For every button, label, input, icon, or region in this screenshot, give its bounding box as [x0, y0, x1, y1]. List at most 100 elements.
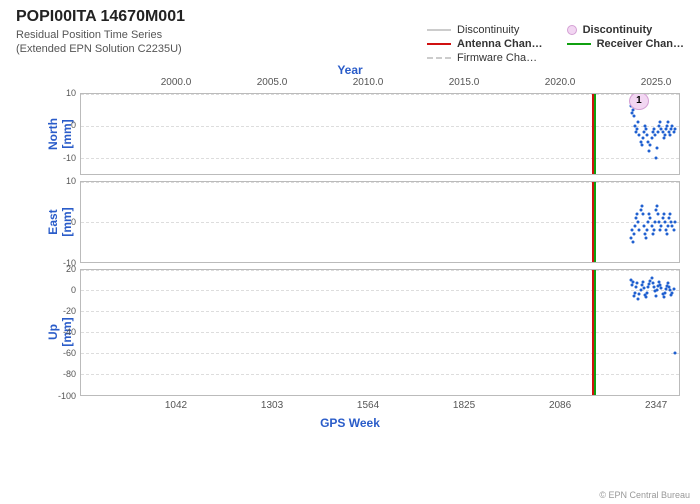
data-point	[650, 276, 653, 279]
data-point	[650, 224, 653, 227]
legend-marker-line	[567, 43, 591, 45]
legend-item: Firmware Cha…	[427, 52, 543, 64]
y-axis-label: North [mm]	[46, 84, 74, 184]
data-point	[672, 228, 675, 231]
data-point	[668, 216, 671, 219]
top-tick-label: 2005.0	[257, 77, 288, 88]
chart-panel: 1	[80, 93, 680, 175]
data-point	[634, 291, 637, 294]
data-point	[645, 127, 648, 130]
data-point	[637, 220, 640, 223]
data-point	[636, 127, 639, 130]
data-point	[653, 220, 656, 223]
panel-wrap: North [mm]-100101	[80, 93, 680, 175]
data-point	[641, 281, 644, 284]
data-point	[671, 291, 674, 294]
legend-marker-dot	[567, 25, 577, 35]
data-point	[658, 220, 661, 223]
data-point	[630, 228, 633, 231]
top-tick-label: 2020.0	[545, 77, 576, 88]
data-point	[638, 292, 641, 295]
y-tick-label: -80	[52, 369, 76, 379]
legend-marker-line	[427, 57, 451, 59]
y-tick-label: -20	[52, 306, 76, 316]
data-point	[660, 287, 663, 290]
footer-copyright: © EPN Central Bureau	[599, 490, 690, 500]
data-point	[656, 204, 659, 207]
top-tick-label: 2010.0	[353, 77, 384, 88]
y-tick-label: 20	[52, 264, 76, 274]
data-point	[659, 121, 662, 124]
data-point	[664, 228, 667, 231]
data-point	[664, 288, 667, 291]
data-point	[654, 156, 657, 159]
data-point	[662, 212, 665, 215]
bottom-tick-label: 1564	[357, 400, 379, 411]
y-tick-label: 0	[52, 120, 76, 130]
data-point	[645, 295, 648, 298]
y-tick-label: 0	[52, 217, 76, 227]
data-point	[659, 228, 662, 231]
y-tick-label: 10	[52, 88, 76, 98]
data-point	[648, 212, 651, 215]
top-tick-label: 2025.0	[641, 77, 672, 88]
chart-panel	[80, 269, 680, 396]
data-point	[665, 232, 668, 235]
data-point	[653, 134, 656, 137]
data-point	[656, 146, 659, 149]
data-point	[673, 351, 676, 354]
legend-label: Antenna Chan…	[457, 38, 543, 50]
data-point	[652, 228, 655, 231]
data-point	[662, 137, 665, 140]
data-point	[636, 212, 639, 215]
data-point	[672, 130, 675, 133]
legend-label: Firmware Cha…	[457, 52, 537, 64]
data-point	[651, 282, 654, 285]
data-point	[632, 294, 635, 297]
data-point	[635, 286, 638, 289]
panel-wrap: Up [mm]-100-80-60-40-20020	[80, 269, 680, 396]
legend-marker-line	[427, 29, 451, 31]
data-point	[642, 224, 645, 227]
discontinuity-badge: 1	[629, 93, 649, 110]
data-point	[647, 286, 650, 289]
data-point	[646, 134, 649, 137]
subtitle-line-1: Residual Position Time Series	[16, 29, 162, 41]
top-tick-label: 2015.0	[449, 77, 480, 88]
y-tick-label: -100	[52, 391, 76, 401]
data-point	[637, 297, 640, 300]
data-point	[641, 137, 644, 140]
panel-wrap: East [mm]-10010	[80, 181, 680, 263]
top-tick-label: 2000.0	[161, 77, 192, 88]
data-point	[649, 143, 652, 146]
data-point	[662, 295, 665, 298]
data-point	[639, 208, 642, 211]
data-point	[649, 216, 652, 219]
data-point	[634, 224, 637, 227]
y-tick-label: 0	[52, 285, 76, 295]
data-point	[652, 127, 655, 130]
data-point	[665, 124, 668, 127]
legend-item: Antenna Chan…	[427, 38, 543, 50]
x-axis-top-ticks: 2000.0 2005.0 2010.0 2015.0 2020.0 2025.0	[80, 77, 680, 91]
data-point	[648, 150, 651, 153]
legend-item: Discontinuity	[427, 24, 543, 36]
data-point	[667, 282, 670, 285]
data-point	[654, 294, 657, 297]
data-point	[630, 284, 633, 287]
data-point	[660, 224, 663, 227]
y-tick-label: -10	[52, 153, 76, 163]
x-axis-top-label: Year	[0, 63, 700, 77]
data-point	[642, 130, 645, 133]
data-point	[669, 134, 672, 137]
data-point	[652, 286, 655, 289]
y-tick-label: -60	[52, 348, 76, 358]
data-point	[636, 282, 639, 285]
data-point	[651, 232, 654, 235]
bottom-tick-label: 2347	[645, 400, 667, 411]
x-axis-bottom-label: GPS Week	[0, 416, 700, 430]
legend-label: Discontinuity	[583, 24, 653, 36]
legend-label: Discontinuity	[457, 24, 519, 36]
data-point	[673, 220, 676, 223]
data-point	[638, 134, 641, 137]
